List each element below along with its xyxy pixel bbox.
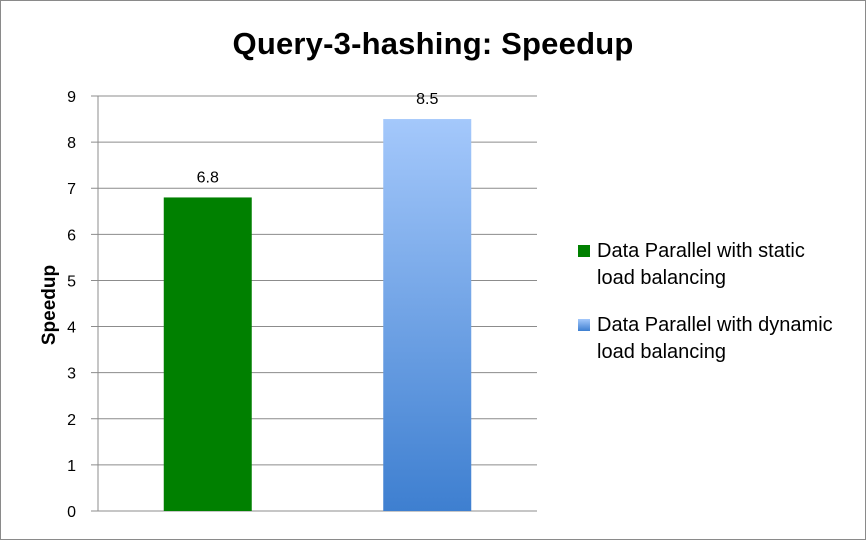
chart-title: Query-3-hashing: Speedup — [232, 26, 634, 61]
legend-item-dynamic: Data Parallel with dynamic load balancin… — [578, 312, 858, 366]
bar-static-load-balancing — [163, 197, 252, 511]
y-axis: 0 1 2 3 4 5 6 7 8 9 — [67, 89, 99, 521]
y-tick-label: 0 — [67, 504, 76, 521]
y-tick-label: 8 — [67, 135, 76, 152]
data-labels: 6.8 8.5 — [197, 91, 439, 186]
legend-label-static: Data Parallel with static load balancing — [597, 240, 805, 289]
y-tick-label: 2 — [67, 412, 76, 429]
legend: Data Parallel with static load balancing… — [578, 238, 858, 386]
y-tick-label: 7 — [67, 181, 76, 198]
data-label: 8.5 — [416, 91, 438, 108]
y-tick-label: 9 — [67, 89, 76, 106]
bars — [163, 119, 472, 512]
legend-swatch-static — [578, 245, 590, 257]
data-label: 6.8 — [197, 169, 219, 186]
y-tick-label: 1 — [67, 458, 76, 475]
y-tick-label: 6 — [67, 227, 76, 244]
legend-swatch-dynamic — [578, 319, 590, 331]
legend-label-dynamic: Data Parallel with dynamic load balancin… — [597, 314, 833, 363]
y-tick-label: 5 — [67, 273, 76, 290]
y-tick-label: 4 — [67, 320, 76, 337]
y-tick-label: 3 — [67, 366, 76, 383]
bar-dynamic-load-balancing — [383, 119, 472, 512]
legend-item-static: Data Parallel with static load balancing — [578, 238, 858, 292]
